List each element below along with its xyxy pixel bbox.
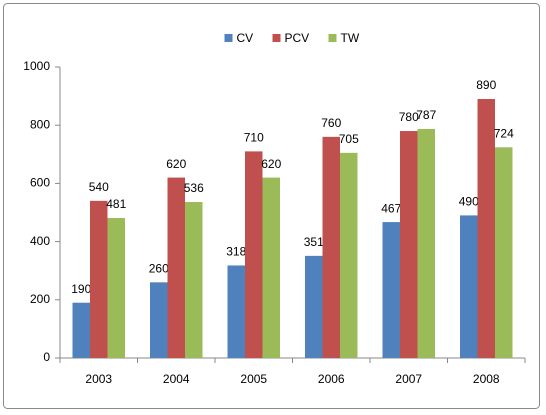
bar (167, 177, 185, 358)
legend-swatch (224, 34, 233, 42)
data-label: 351 (304, 235, 324, 249)
bar (305, 255, 323, 358)
x-tick-label: 2005 (240, 372, 267, 386)
data-label: 787 (416, 108, 436, 122)
data-label: 780 (399, 110, 419, 124)
data-label: 760 (321, 116, 341, 130)
bar (417, 128, 435, 358)
data-label: 724 (494, 126, 514, 140)
y-tick-label: 200 (30, 292, 50, 306)
bar (400, 131, 418, 358)
data-label: 536 (184, 181, 204, 195)
bar (340, 152, 358, 358)
legend-swatch (272, 34, 281, 42)
data-label: 890 (476, 78, 496, 92)
x-tick-label: 2007 (395, 372, 422, 386)
bar (72, 302, 90, 358)
data-label: 260 (149, 262, 169, 276)
bar (185, 202, 203, 358)
bar (90, 200, 108, 358)
bar (382, 222, 400, 358)
y-tick-label: 400 (30, 234, 50, 248)
y-tick-label: 800 (30, 117, 50, 131)
legend-label: PCV (285, 31, 310, 45)
data-label: 620 (166, 157, 186, 171)
data-label: 710 (244, 131, 264, 145)
bar (477, 99, 495, 358)
data-label: 481 (106, 197, 126, 211)
x-tick-label: 2003 (85, 372, 112, 386)
data-label: 540 (89, 180, 109, 194)
x-tick-label: 2004 (163, 372, 190, 386)
bar (460, 215, 478, 358)
x-tick-label: 2008 (473, 372, 500, 386)
bar (245, 151, 263, 358)
bar (262, 177, 280, 358)
data-label: 705 (339, 132, 359, 146)
legend: CV PCV TW (224, 31, 360, 45)
bar (227, 265, 245, 358)
data-label: 467 (381, 201, 401, 215)
data-label: 490 (459, 195, 479, 209)
legend-label: CV (237, 31, 254, 45)
legend-swatch (328, 34, 337, 42)
legend-label: TW (341, 31, 360, 45)
data-label: 318 (226, 245, 246, 259)
y-tick-label: 600 (30, 176, 50, 190)
data-label: 620 (261, 157, 281, 171)
bar (107, 218, 125, 358)
bar (150, 282, 168, 358)
data-label: 190 (71, 282, 91, 296)
y-tick-label: 0 (43, 350, 50, 364)
bar (495, 147, 513, 358)
bar (322, 136, 340, 358)
y-tick-label: 1000 (23, 59, 50, 73)
x-tick-label: 2006 (318, 372, 345, 386)
